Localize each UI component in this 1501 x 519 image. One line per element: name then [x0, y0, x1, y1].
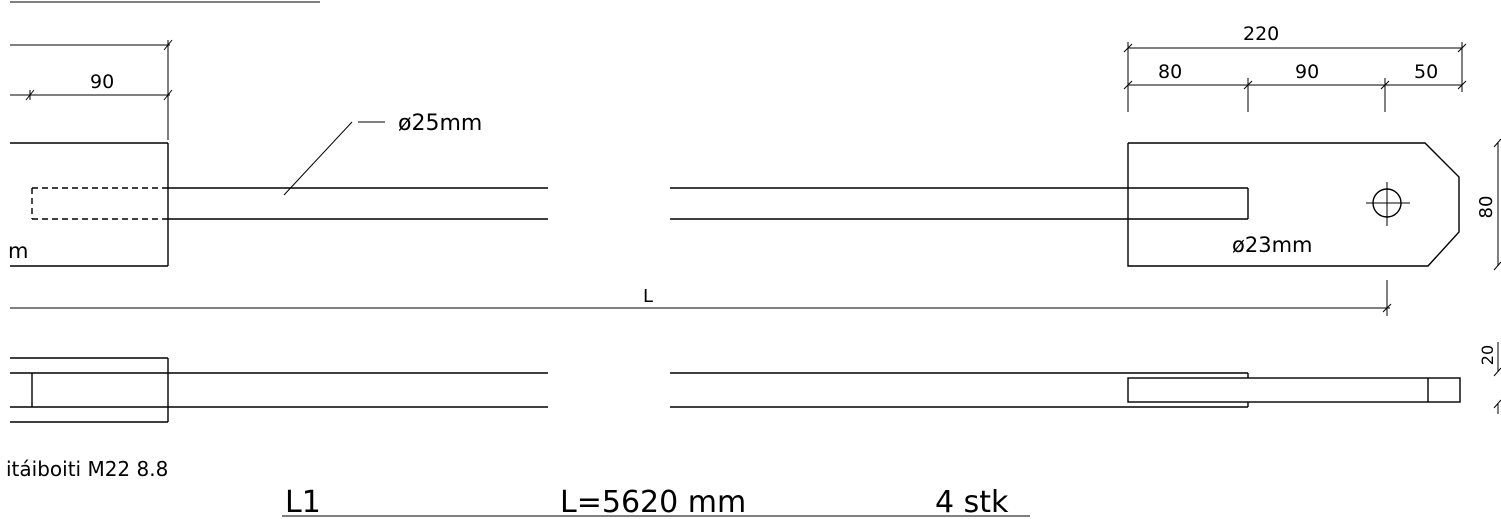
dim-text-80: 80	[1158, 61, 1182, 83]
rod-diameter-leader	[283, 121, 385, 196]
dimension-height-80	[1493, 138, 1501, 271]
dim-text-L: L	[643, 286, 653, 307]
dimension-right-chain	[1123, 42, 1467, 112]
rod-top-view	[168, 187, 1249, 220]
left-end-plate-top-view	[10, 142, 169, 267]
dimension-overall-L	[10, 280, 1392, 316]
title-mark: L1	[285, 485, 321, 519]
left-plate-side-view	[10, 357, 169, 423]
dim-text-90-left: 90	[90, 71, 114, 93]
rod-side-view	[10, 372, 1248, 408]
dim-text-20: 20	[1478, 345, 1497, 365]
dim-text-90-right: 90	[1295, 61, 1319, 83]
dimension-left-90	[10, 39, 173, 140]
hole-center-mark	[1366, 182, 1410, 226]
title-length: L=5620 mm	[560, 485, 746, 519]
left-cutoff-label: m	[8, 239, 28, 263]
right-plate-side-view	[1127, 373, 1461, 407]
dim-text-height-80: 80	[1476, 196, 1497, 219]
right-end-plate-top-view	[1127, 142, 1460, 267]
bolt-label: itáiboiti M22 8.8	[6, 457, 168, 481]
dim-text-50: 50	[1414, 61, 1438, 83]
rod-diameter-label: ø25mm	[398, 111, 482, 136]
hole-diameter-label: ø23mm	[1232, 233, 1312, 257]
title-quantity: 4 stk	[935, 485, 1009, 519]
dim-text-220: 220	[1243, 23, 1279, 45]
dimension-thickness-20	[1493, 342, 1501, 414]
